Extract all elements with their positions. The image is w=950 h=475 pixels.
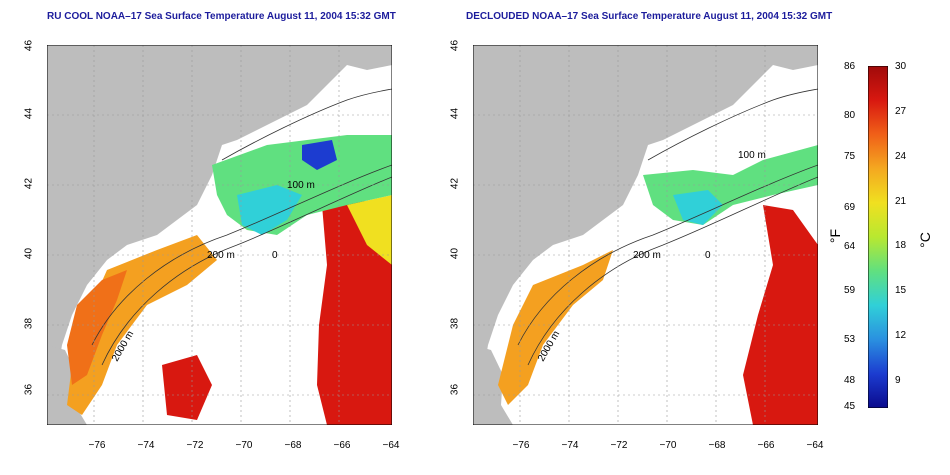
colorbar-c-tick: 24: [895, 151, 907, 162]
contour-label: 0: [272, 250, 278, 261]
lat-tick: 44: [23, 107, 35, 120]
lat-tick: 42: [449, 177, 461, 190]
contour-line: [517, 164, 819, 346]
colorbar-f-tick: 53: [844, 334, 856, 345]
sst-gulf-stream: [743, 205, 818, 425]
lat-tick: 42: [23, 177, 35, 190]
land-mass: [47, 45, 392, 385]
lat-tick: 36: [449, 383, 461, 396]
sst-shelf-cyan: [673, 190, 723, 225]
lat-tick: 44: [449, 107, 461, 120]
right-map-panel: 100 m 200 m 2000 m 0: [472, 44, 819, 426]
right-map-title: DECLOUDED NOAA–17 Sea Surface Temperatur…: [466, 11, 833, 22]
sst-cold-blue: [302, 140, 337, 170]
lat-tick: 46: [23, 39, 35, 52]
colorbar-c-tick: 9: [895, 375, 901, 386]
contour-label: 200 m: [633, 250, 661, 261]
colorbar-f-tick: 64: [844, 241, 856, 252]
land-mass: [47, 345, 87, 425]
contour-label: 100 m: [738, 150, 766, 161]
colorbar-c-tick: 30: [895, 61, 907, 72]
contour-label: 100 m: [287, 180, 315, 191]
lat-tick: 46: [449, 39, 461, 52]
lon-tick: −68: [708, 440, 726, 451]
colorbar-c-tick: 15: [895, 285, 907, 296]
lon-tick: −66: [757, 440, 775, 451]
lon-tick: −64: [806, 440, 824, 451]
contour-line: [91, 164, 393, 346]
left-map-svg: 100 m 200 m 2000 m 0: [46, 44, 393, 426]
graticule: [47, 45, 392, 425]
sst-south-red: [162, 355, 212, 420]
colorbar-f-tick: 86: [844, 61, 856, 72]
colorbar-f-tick: 59: [844, 285, 856, 296]
sst-coastal-orange: [67, 270, 127, 385]
contour-label: 200 m: [207, 250, 235, 261]
graticule: [473, 45, 818, 425]
colorbar-c-tick: 21: [895, 196, 907, 207]
land-mass: [473, 345, 513, 425]
colorbar-f-unit: °F: [827, 228, 843, 244]
left-map-panel: 100 m 200 m 2000 m 0: [46, 44, 393, 426]
lat-tick: 36: [23, 383, 35, 396]
colorbar-c-tick: 27: [895, 106, 907, 117]
contour-line: [647, 88, 819, 161]
lat-tick: 40: [23, 247, 35, 260]
lon-tick: −64: [382, 440, 400, 451]
contour-label: 0: [705, 250, 711, 261]
contour-line: [527, 176, 819, 366]
lon-tick: −74: [137, 440, 155, 451]
sst-gulf-stream: [317, 200, 392, 425]
colorbar-f-tick: 75: [844, 151, 856, 162]
colorbar-f-tick: 80: [844, 110, 856, 121]
lat-tick: 38: [23, 317, 35, 330]
contour-line: [221, 88, 393, 161]
lon-tick: −72: [186, 440, 204, 451]
lon-tick: −72: [610, 440, 628, 451]
lon-tick: −66: [333, 440, 351, 451]
lat-tick: 38: [449, 317, 461, 330]
colorbar-c-unit: °C: [917, 232, 933, 248]
lon-tick: −76: [512, 440, 530, 451]
sst-coastal-warm: [498, 250, 613, 405]
colorbar-c-tick: 18: [895, 240, 907, 251]
left-map-title: RU COOL NOAA–17 Sea Surface Temperature …: [47, 11, 396, 22]
lon-tick: −74: [561, 440, 579, 451]
lon-tick: −68: [284, 440, 302, 451]
lon-tick: −70: [659, 440, 677, 451]
colorbar-f-tick: 48: [844, 375, 856, 386]
sst-shelf-cyan: [237, 185, 302, 235]
colorbar: [868, 66, 888, 408]
sst-gulf-stream-edge: [347, 195, 392, 265]
right-map-svg: 100 m 200 m 2000 m 0: [472, 44, 819, 426]
colorbar-f-tick: 45: [844, 401, 856, 412]
contour-line: [101, 176, 393, 366]
lat-tick: 40: [449, 247, 461, 260]
lon-tick: −70: [235, 440, 253, 451]
colorbar-c-tick: 12: [895, 330, 907, 341]
colorbar-f-tick: 69: [844, 202, 856, 213]
land-mass: [473, 45, 818, 385]
lon-tick: −76: [88, 440, 106, 451]
